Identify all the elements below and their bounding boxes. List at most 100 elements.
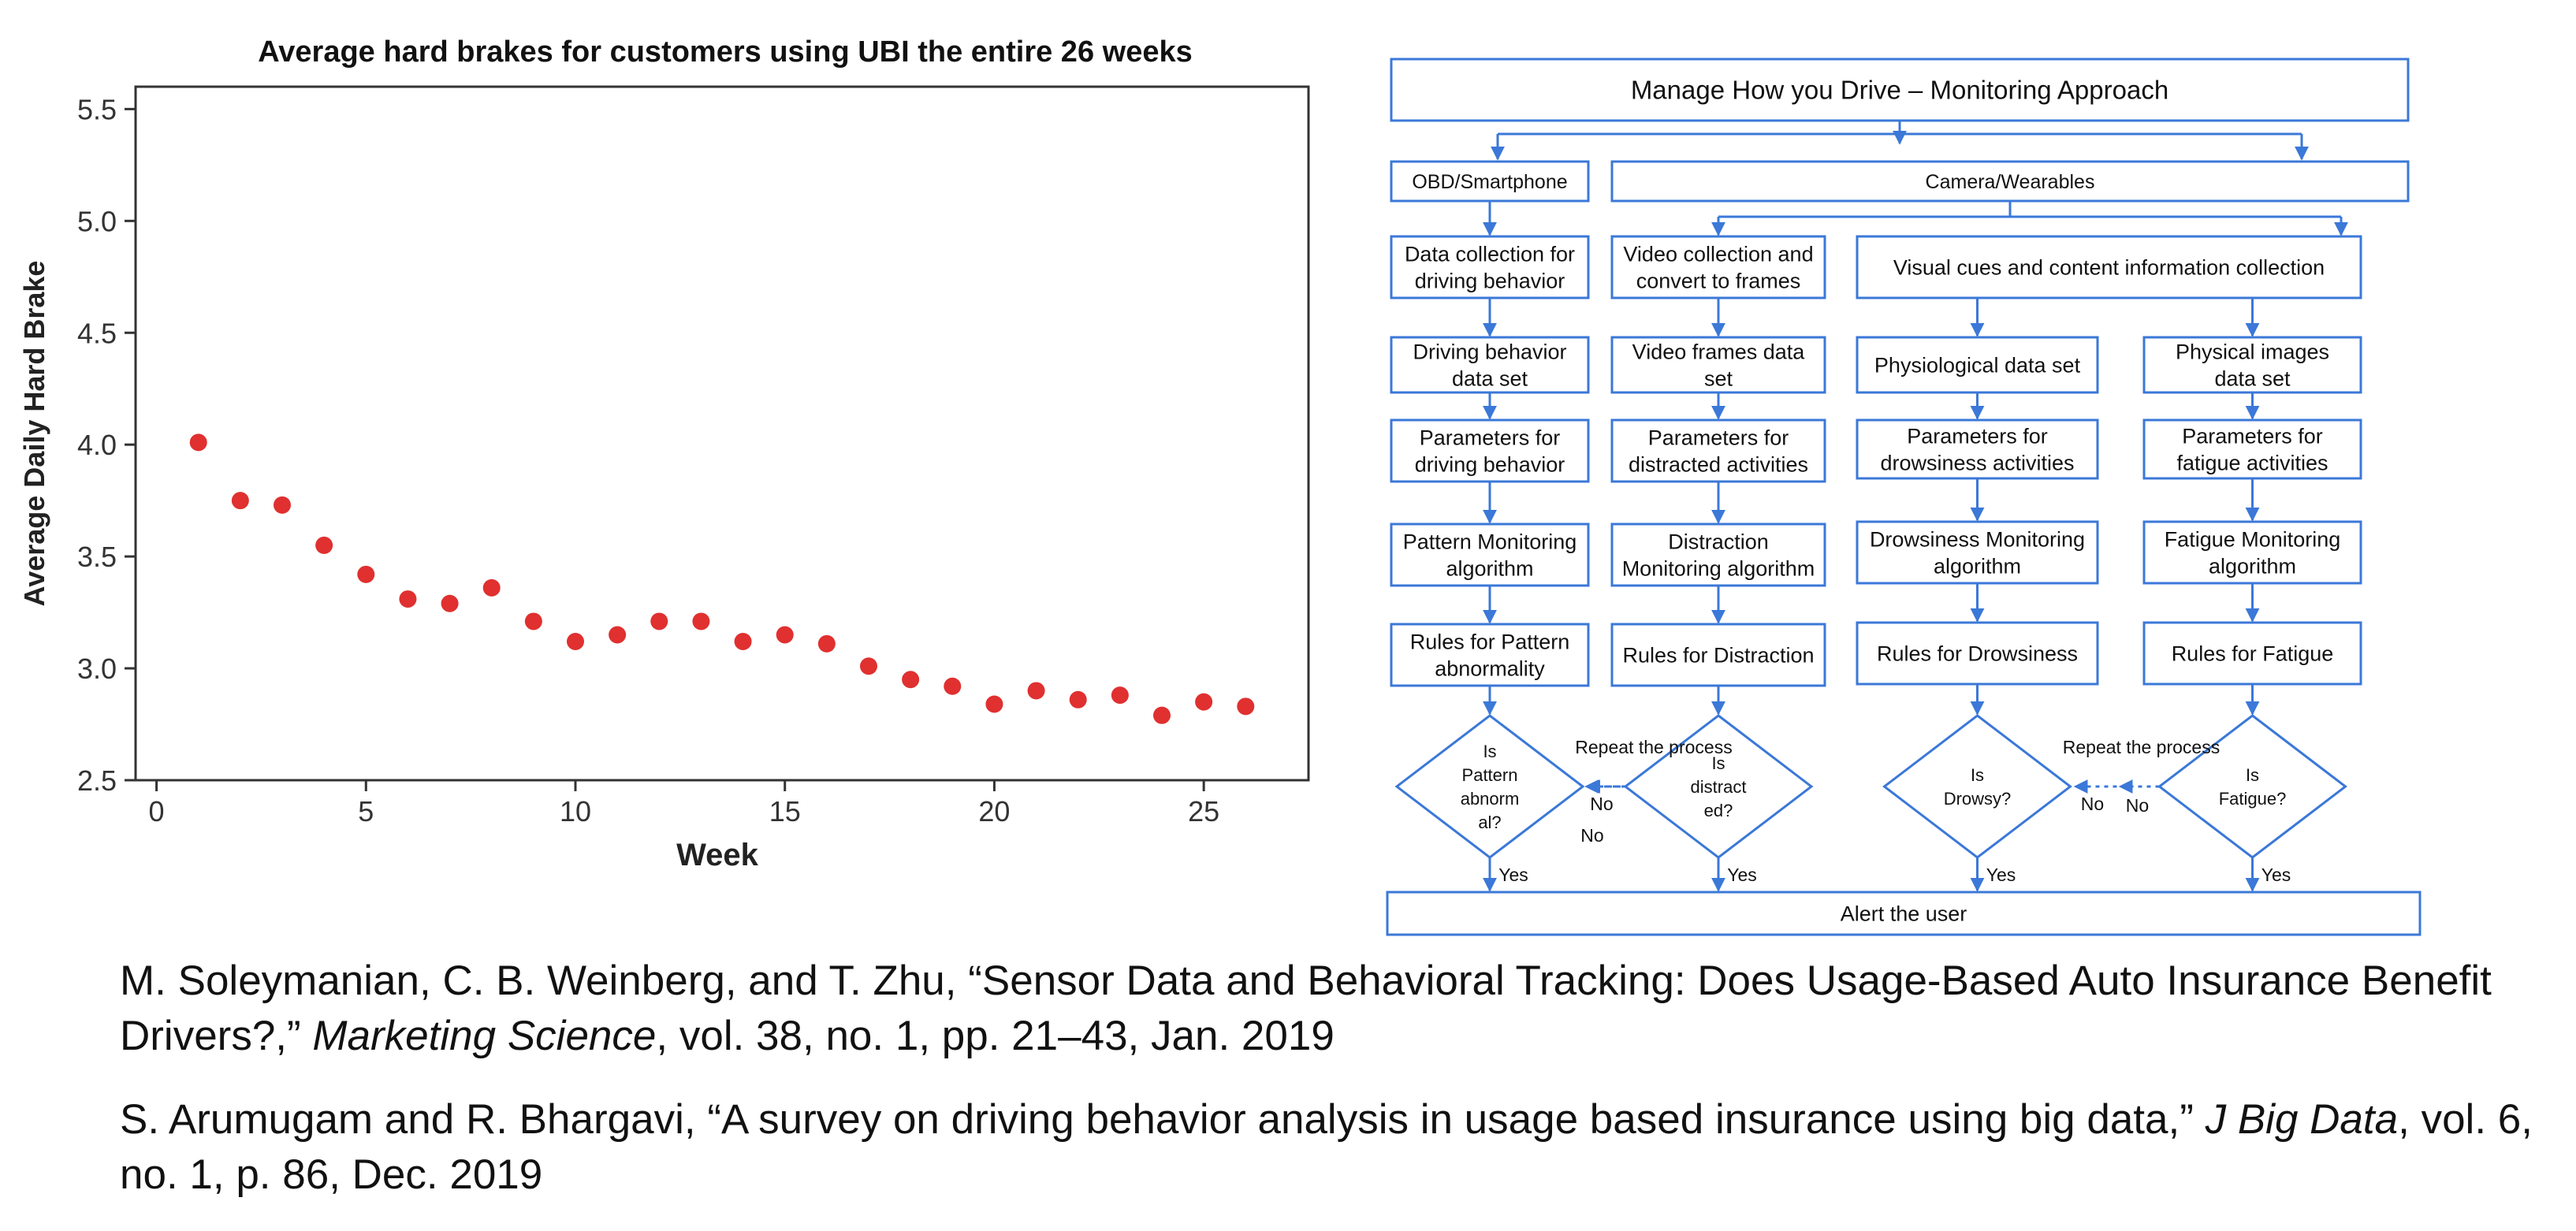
y-tick-label: 5.0	[77, 205, 117, 237]
alert-box-shape	[1386, 891, 2422, 936]
col3-step-3: Drowsiness Monitoring algorithm	[1856, 520, 2099, 585]
flow-title-box: Manage How you Drive – Monitoring Approa…	[1390, 58, 2410, 122]
col4-step-2-shape	[2142, 418, 2362, 480]
chart-title: Average hard brakes for customers using …	[258, 35, 1192, 69]
col2-step-5: Rules for Distraction	[1610, 623, 1826, 687]
no-label: No	[2126, 795, 2149, 816]
visual-cues-box: Visual cues and content information coll…	[1856, 235, 2362, 299]
diamond-text: Is	[1971, 765, 1984, 785]
flow-node-text: Video frames data	[1632, 340, 1806, 363]
col1-step-1-shape	[1390, 235, 1590, 299]
flow-node-text: Monitoring algorithm	[1622, 556, 1815, 580]
branch-camera-box: Camera/Wearables	[1610, 160, 2410, 203]
data-point	[567, 633, 584, 650]
diamond-text: Is	[1483, 742, 1496, 761]
x-tick-label: 20	[978, 795, 1010, 827]
flow-node-text: Rules for Distraction	[1622, 643, 1814, 667]
branch-obd-box: OBD/Smartphone	[1390, 160, 1590, 203]
flow-connectors	[1483, 121, 2348, 892]
x-axis: 0 5 10 15 20 25	[149, 780, 1219, 827]
y-axis: 2.5 3.0 3.5 4.0 4.5 5.0 5.5	[77, 93, 136, 797]
yes-label: Yes	[2261, 865, 2291, 885]
col1-step-4-shape	[1390, 523, 1590, 587]
col2-step-3: Parameters for distracted activities	[1610, 418, 1826, 483]
y-tick-label: 3.5	[77, 541, 117, 573]
reference-1-text: M. Soleymanian, C. B. Weinberg, and T. Z…	[120, 958, 2492, 1059]
x-axis-label: Week	[676, 838, 759, 872]
data-point	[650, 612, 668, 630]
flow-node-text: Physiological data set	[1874, 353, 2081, 377]
flow-node-text: OBD/Smartphone	[1412, 171, 1567, 193]
col4-step-1: Physical images data set	[2142, 336, 2362, 394]
flow-node-text: driving behavior	[1415, 269, 1565, 292]
y-tick-label: 4.5	[77, 317, 117, 349]
flow-nodes: Manage How you Drive – Monitoring Approa…	[1386, 58, 2422, 936]
data-point	[315, 536, 333, 554]
flow-node-text: algorithm	[1934, 554, 2021, 578]
reference-1-journal: Marketing Science	[312, 1013, 657, 1059]
data-point	[231, 492, 249, 510]
data-point	[1237, 697, 1255, 716]
col2-step-4-shape	[1610, 523, 1826, 587]
diamond-text: al?	[1478, 813, 1501, 832]
flow-node-text: Parameters for	[1907, 424, 2048, 448]
data-point	[357, 565, 375, 583]
flow-node-text: Camera/Wearables	[1926, 171, 2095, 193]
flow-node-text: Fatigue Monitoring	[2165, 527, 2341, 551]
col4-step-3-shape	[2142, 520, 2362, 585]
flow-node-text: Drowsiness Monitoring	[1870, 527, 2085, 551]
flow-node-text: algorithm	[1446, 556, 1533, 580]
flow-node-text: Driving behavior	[1413, 340, 1566, 363]
decision-diamond-3-shape	[1882, 714, 2072, 859]
decision-diamond-3: Is Drowsy?	[1882, 714, 2072, 859]
col1-step-5: Rules for Pattern abnormality	[1390, 623, 1590, 687]
repeat-label: Repeat the process	[1575, 737, 1732, 757]
flow-node-text: Data collection for	[1405, 242, 1575, 266]
y-tick-label: 4.0	[77, 429, 117, 461]
flow-node-text: Rules for Pattern	[1410, 630, 1570, 653]
data-point	[1111, 686, 1129, 705]
col4-step-2: Parameters for fatigue activities	[2142, 418, 2362, 480]
yes-label: Yes	[1727, 865, 1757, 885]
no-label: No	[2081, 794, 2104, 814]
col2-step-3-shape	[1610, 418, 1826, 483]
data-point	[399, 590, 417, 608]
col4-step-4: Rules for Fatigue	[2142, 621, 2362, 686]
col4-step-3: Fatigue Monitoring algorithm	[2142, 520, 2362, 585]
diamond-text: distract	[1691, 777, 1747, 797]
col2-step-2-shape	[1610, 336, 1826, 394]
flow-node-text: Rules for Fatigue	[2172, 642, 2334, 665]
decision-diamond-1-shape	[1394, 714, 1585, 859]
col2-step-5-shape	[1610, 623, 1826, 687]
y-axis-label: Average Daily Hard Brake	[18, 261, 50, 607]
col2-step-1: Video collection and convert to frames	[1610, 235, 1826, 299]
flow-node-text: set	[1704, 366, 1733, 390]
diamond-text: Drowsy?	[1944, 789, 2012, 809]
reference-2-text: S. Arumugam and R. Bhargavi, “A survey o…	[120, 1096, 2206, 1143]
flow-node-text: Distraction	[1668, 530, 1769, 553]
diamond-text: Fatigue?	[2219, 789, 2287, 809]
col2-step-4: Distraction Monitoring algorithm	[1610, 523, 1826, 587]
col3-step-3-shape	[1856, 520, 2099, 585]
plot-frame	[134, 85, 1310, 782]
alert-box: Alert the user	[1386, 891, 2422, 936]
col1-step-2: Driving behavior data set	[1390, 336, 1590, 394]
flow-node-text: Pattern Monitoring	[1403, 530, 1577, 553]
decision-diamond-2-shape	[1623, 714, 1814, 859]
data-point	[609, 626, 627, 644]
data-points	[189, 433, 1255, 724]
diamond-text: Is	[1711, 753, 1725, 773]
data-point	[1069, 690, 1087, 708]
data-point	[734, 633, 752, 650]
y-tick-label: 2.5	[77, 764, 117, 797]
branch-obd-box-shape	[1390, 160, 1590, 203]
data-point	[776, 626, 794, 644]
data-point	[524, 612, 542, 630]
diamond-text: abnorm	[1461, 789, 1520, 809]
y-tick-label: 5.5	[77, 93, 117, 125]
col1-step-3: Parameters for driving behavior	[1390, 418, 1590, 483]
col3-step-4: Rules for Drowsiness	[1856, 621, 2099, 686]
no-label: No	[1590, 794, 1613, 814]
diamond-text: Pattern	[1462, 765, 1518, 785]
col1-step-5-shape	[1390, 623, 1590, 687]
